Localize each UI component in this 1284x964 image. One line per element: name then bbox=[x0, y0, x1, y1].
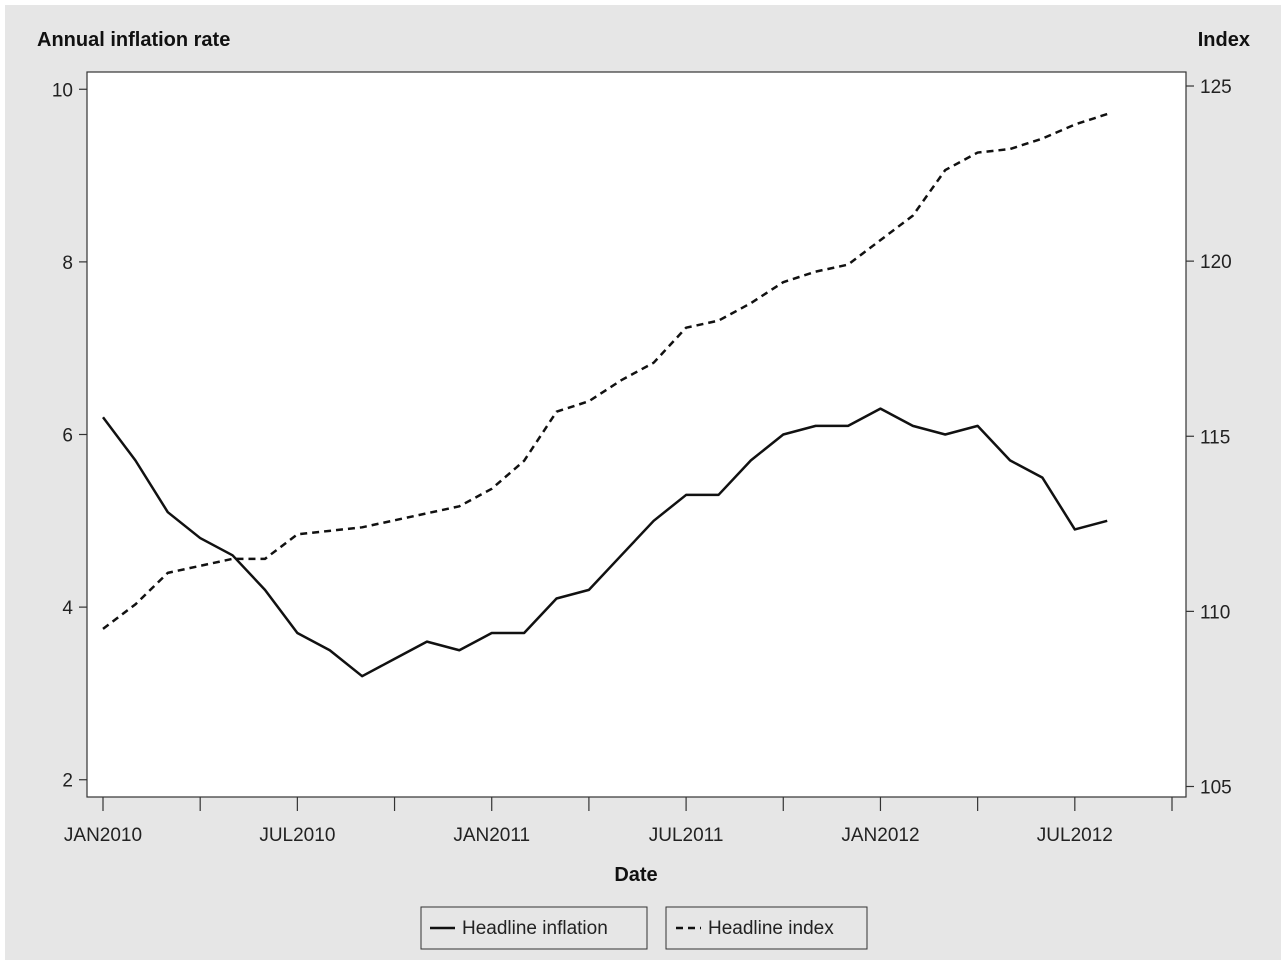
x-axis-title: Date bbox=[614, 864, 657, 886]
right-tick-label: 115 bbox=[1200, 427, 1230, 448]
x-tick-label: JAN2010 bbox=[64, 825, 142, 846]
right-axis-title: Index bbox=[1198, 29, 1250, 51]
series-line-headline-inflation bbox=[102, 407, 1108, 678]
left-tick-label: 2 bbox=[62, 771, 73, 792]
right-tick-label: 110 bbox=[1200, 602, 1230, 623]
legend-item-headline-index: Headline index bbox=[665, 906, 868, 950]
right-tick-label: 105 bbox=[1200, 777, 1232, 798]
x-tick-label: JUL2012 bbox=[1037, 825, 1113, 846]
series-line-headline-index bbox=[102, 112, 1108, 630]
x-tick-label: JAN2011 bbox=[453, 825, 530, 846]
x-tick-label: JUL2011 bbox=[649, 825, 724, 846]
legend-box-inflation bbox=[420, 906, 648, 950]
legend-item-headline-inflation: Headline inflation bbox=[420, 906, 648, 950]
right-tick-label: 125 bbox=[1200, 77, 1232, 98]
plot-area bbox=[86, 71, 1187, 798]
left-tick-label: 8 bbox=[62, 253, 73, 274]
right-axis-ticks: 105 110 115 120 125 bbox=[1186, 77, 1232, 798]
left-axis-ticks: 2 4 6 8 10 bbox=[52, 80, 87, 792]
legend-label-inflation: Headline inflation bbox=[462, 918, 608, 939]
left-axis-title: Annual inflation rate bbox=[37, 29, 230, 51]
legend-box-index bbox=[665, 906, 868, 950]
legend: Headline inflation Headline index bbox=[420, 906, 868, 950]
left-tick-label: 4 bbox=[62, 598, 73, 619]
legend-label-index: Headline index bbox=[708, 918, 834, 939]
x-tick-label: JAN2012 bbox=[841, 825, 919, 846]
x-axis-ticks: JAN2010 JUL2010 JAN2011 JUL2011 JAN2012 JUL20… bbox=[64, 797, 1173, 846]
left-tick-label: 10 bbox=[52, 80, 73, 101]
left-tick-label: 6 bbox=[62, 426, 73, 447]
series-layer bbox=[102, 112, 1108, 678]
x-tick-label: JUL2010 bbox=[259, 825, 335, 846]
right-tick-label: 120 bbox=[1200, 252, 1232, 273]
